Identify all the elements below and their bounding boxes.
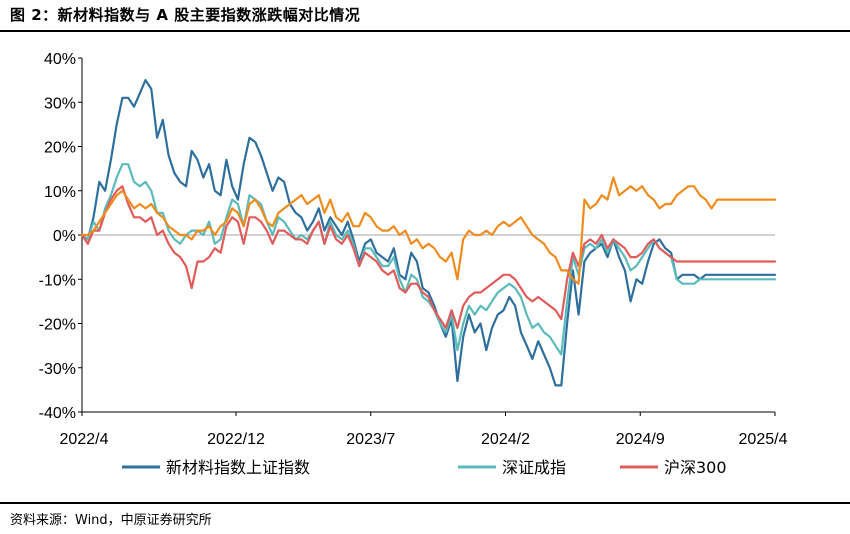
- series-line-0: [80, 78, 777, 387]
- x-tick-label: 2022/12: [207, 431, 265, 448]
- y-tick-label: 20%: [44, 140, 76, 157]
- x-tick-label: 2022/4: [60, 431, 109, 448]
- series-line-3: [80, 176, 777, 285]
- series-line-2: [80, 185, 777, 329]
- y-tick-label: 30%: [44, 95, 76, 112]
- bottom-rule: [0, 502, 850, 504]
- x-tick-label: 2024/9: [616, 431, 665, 448]
- x-tick-label: 2023/7: [346, 431, 395, 448]
- chart-legend: 新材料指数上证指数 深证成指 沪深300: [122, 458, 727, 477]
- y-tick-label: 0%: [53, 228, 76, 245]
- legend-label-0: 新材料指数上证指数: [166, 458, 310, 477]
- y-tick-label: -10%: [39, 272, 76, 289]
- y-tick-label: -30%: [39, 361, 76, 378]
- legend-label-2: 沪深300: [664, 458, 727, 477]
- figure-title: 图 2：新材料指数与 A 股主要指数涨跌幅对比情况: [10, 6, 361, 24]
- x-tick-label: 2025/4: [739, 431, 788, 448]
- y-tick-label: 10%: [44, 184, 76, 201]
- chart-axes: 40% 30% 20% 10% 0% -10% -20% -30% -40% 2022/4 2022…: [39, 51, 788, 448]
- y-tick-label: -20%: [39, 317, 76, 334]
- y-tick-label: -40%: [39, 405, 76, 422]
- series-line-1: [80, 163, 777, 356]
- source-note: 资料来源：Wind，中原证券研究所: [10, 513, 212, 528]
- chart-series: [80, 78, 777, 387]
- legend-label-1: 深证成指: [502, 458, 566, 477]
- y-tick-label: 40%: [44, 51, 76, 68]
- line-chart: 40% 30% 20% 10% 0% -10% -20% -30% -40% 2022/4 2022…: [39, 51, 788, 477]
- x-tick-label: 2024/2: [481, 431, 530, 448]
- top-rule: [0, 30, 850, 32]
